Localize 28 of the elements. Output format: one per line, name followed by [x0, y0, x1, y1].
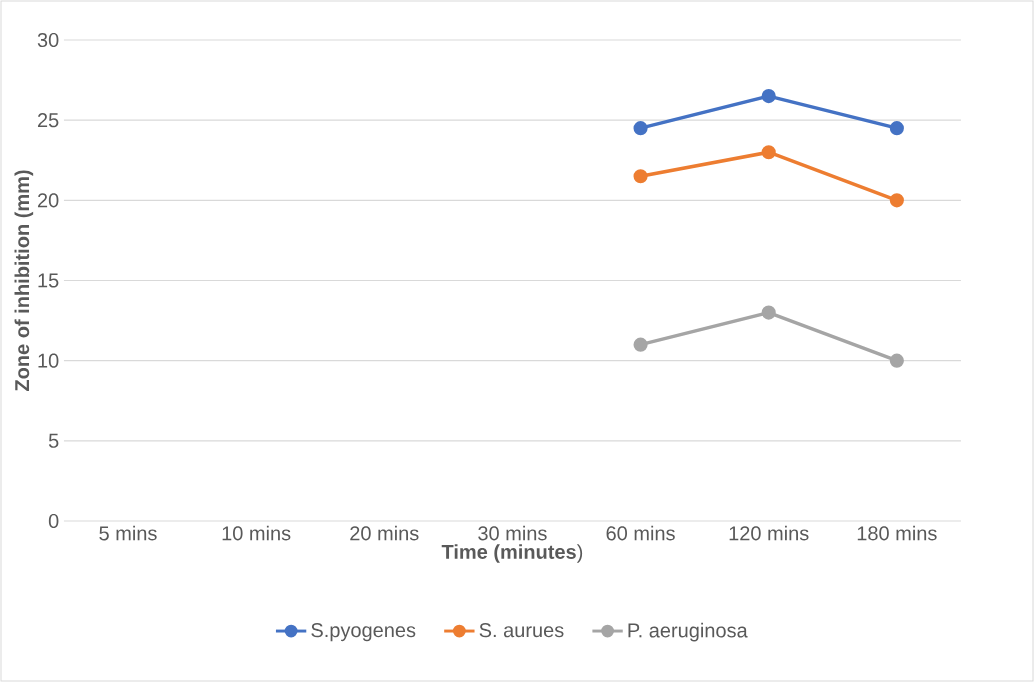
y-tick-label: 15 [38, 273, 59, 288]
point [761, 305, 776, 320]
x-tick-label: 60 mins [606, 525, 675, 541]
y-tick-label: 0 [48, 513, 59, 529]
point [633, 121, 648, 136]
x-tick-label: 180 mins [857, 525, 937, 541]
legend-label: S.pyogenes [311, 623, 416, 642]
legend-label: P. aeruginosa [628, 622, 748, 642]
point [889, 121, 904, 136]
y-axis-title: Zone of inhibition (mm) [14, 170, 34, 391]
y-tick-label: 10 [38, 353, 59, 368]
y-tick-label: 30 [37, 32, 59, 48]
x-tick-label: 30 mins [478, 525, 547, 541]
legend-label: S. aurues [479, 623, 564, 638]
y-tick-label: 20 [37, 193, 59, 208]
x-tick-label: 5 mins [99, 525, 157, 541]
point [633, 169, 648, 184]
x-tick-label: 20 mins [350, 525, 419, 541]
point [633, 337, 648, 352]
y-tick-label: 25 [37, 113, 59, 128]
x-tick-label: 10 mins [222, 525, 291, 541]
point [889, 193, 904, 208]
y-tick-label: 5 [48, 433, 59, 448]
point [761, 145, 776, 160]
x-axis-title: Time (minutes) [441, 544, 583, 563]
point [761, 89, 776, 104]
x-tick-label: 120 mins [729, 525, 809, 541]
point [889, 353, 904, 368]
